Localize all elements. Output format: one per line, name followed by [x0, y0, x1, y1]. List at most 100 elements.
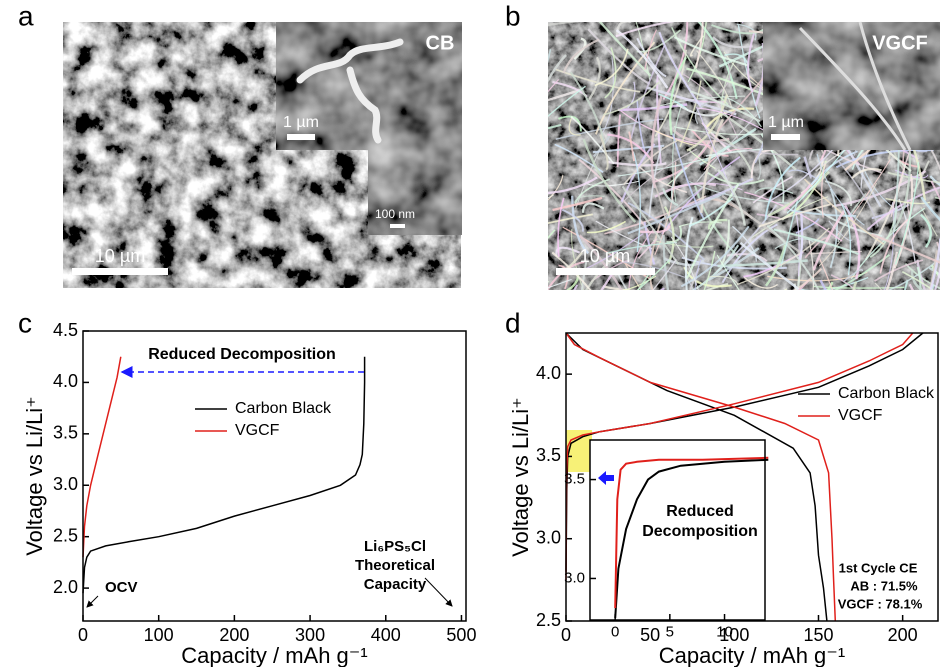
fiber: [615, 22, 675, 38]
fiber: [675, 103, 723, 117]
fiber: [571, 195, 590, 255]
fiber: [595, 220, 653, 250]
fiber: [689, 90, 761, 123]
annotation: 1st Cycle CE: [839, 560, 918, 575]
fiber: [524, 159, 541, 195]
fiber: [689, 35, 704, 57]
fiber: [884, 202, 895, 290]
fiber: [736, 23, 757, 41]
fiber: [887, 261, 937, 290]
fiber: [908, 283, 915, 290]
fiber: [636, 37, 667, 78]
fiber: [548, 140, 549, 142]
fiber: [910, 270, 925, 290]
scale-bar: [390, 224, 405, 228]
inset-label: CB: [426, 32, 455, 54]
fiber: [842, 269, 864, 283]
fiber: [650, 95, 663, 189]
fiber: [688, 197, 734, 227]
fiber: [924, 298, 940, 307]
panel-label: d: [505, 307, 521, 338]
x-tick-label: 500: [446, 625, 476, 645]
x-tick-label: 0: [611, 624, 619, 641]
fiber: [654, 161, 677, 256]
fiber: [622, 275, 657, 290]
fiber: [717, 62, 731, 95]
fiber: [652, 258, 677, 290]
fiber: [686, 94, 728, 152]
sem-inset: [368, 150, 462, 235]
fiber: [826, 281, 834, 290]
fiber: [548, 79, 560, 93]
fiber: [885, 251, 899, 290]
fiber: [658, 31, 703, 109]
y-tick-label: 3.0: [536, 527, 561, 547]
fiber: [659, 287, 665, 290]
fiber: [586, 220, 627, 234]
series-line: [614, 456, 769, 609]
fiber: [885, 197, 931, 205]
y-tick-label: 4.0: [53, 371, 78, 391]
annotation: Capacity: [364, 576, 427, 593]
fiber: [702, 131, 799, 156]
fiber: [662, 187, 679, 207]
fiber: [503, 141, 542, 143]
fiber: [920, 206, 938, 237]
fiber: [841, 203, 852, 276]
inset-label: VGCF: [872, 32, 928, 54]
fiber: [604, 47, 617, 99]
scale-label: 1 µm: [283, 114, 319, 131]
fiber: [871, 233, 940, 264]
fiber: [592, 144, 665, 154]
fiber: [678, 221, 722, 228]
annotation: Decomposition: [642, 523, 758, 540]
fiber: [600, 267, 617, 290]
fiber: [692, 297, 762, 331]
fiber: [594, 48, 629, 87]
fiber: [599, 134, 609, 171]
fiber: [838, 295, 874, 304]
fiber: [696, 50, 733, 109]
fiber: [661, 156, 741, 235]
legend-label: VGCF: [235, 422, 280, 439]
x-tick-label: 400: [371, 625, 401, 645]
fiber: [912, 160, 930, 193]
panel-label: a: [18, 0, 34, 31]
fiber: [649, 219, 663, 290]
series-line: [565, 332, 914, 622]
fiber: [788, 169, 820, 181]
fiber: [694, 259, 702, 290]
fiber: [662, 234, 670, 290]
fiber: [555, 68, 641, 93]
fiber: [548, 176, 598, 195]
x-axis-label: Capacity / mAh g⁻¹: [659, 643, 845, 667]
fiber: [797, 279, 810, 290]
fiber: [570, 116, 615, 165]
fiber: [637, 238, 657, 259]
annotation: OCV: [105, 579, 138, 596]
x-axis-label: Capacity / mAh g⁻¹: [181, 643, 367, 667]
fiber: [673, 36, 749, 67]
fiber: [790, 209, 857, 217]
fiber: [617, 153, 726, 177]
fiber: [632, 151, 641, 252]
y-tick-label: 3.0: [53, 474, 78, 494]
fiber: [681, 177, 754, 210]
scale-label: 100 nm: [375, 207, 415, 221]
fiber: [852, 281, 858, 290]
arrow: [598, 471, 614, 485]
y-tick-label: 4.5: [53, 320, 78, 340]
fiber: [672, 129, 730, 143]
fiber: [743, 276, 778, 289]
legend-label: Carbon Black: [235, 400, 332, 417]
fiber: [830, 274, 857, 290]
fiber: [754, 187, 794, 194]
fiber: [721, 112, 797, 171]
fiber: [548, 88, 581, 102]
arrow: [86, 595, 99, 608]
fiber: [930, 180, 940, 202]
scale-label: 1 µm: [768, 114, 804, 131]
x-tick-label: 200: [219, 625, 249, 645]
y-axis-label: Voltage vs Li/Li⁺: [508, 397, 533, 557]
